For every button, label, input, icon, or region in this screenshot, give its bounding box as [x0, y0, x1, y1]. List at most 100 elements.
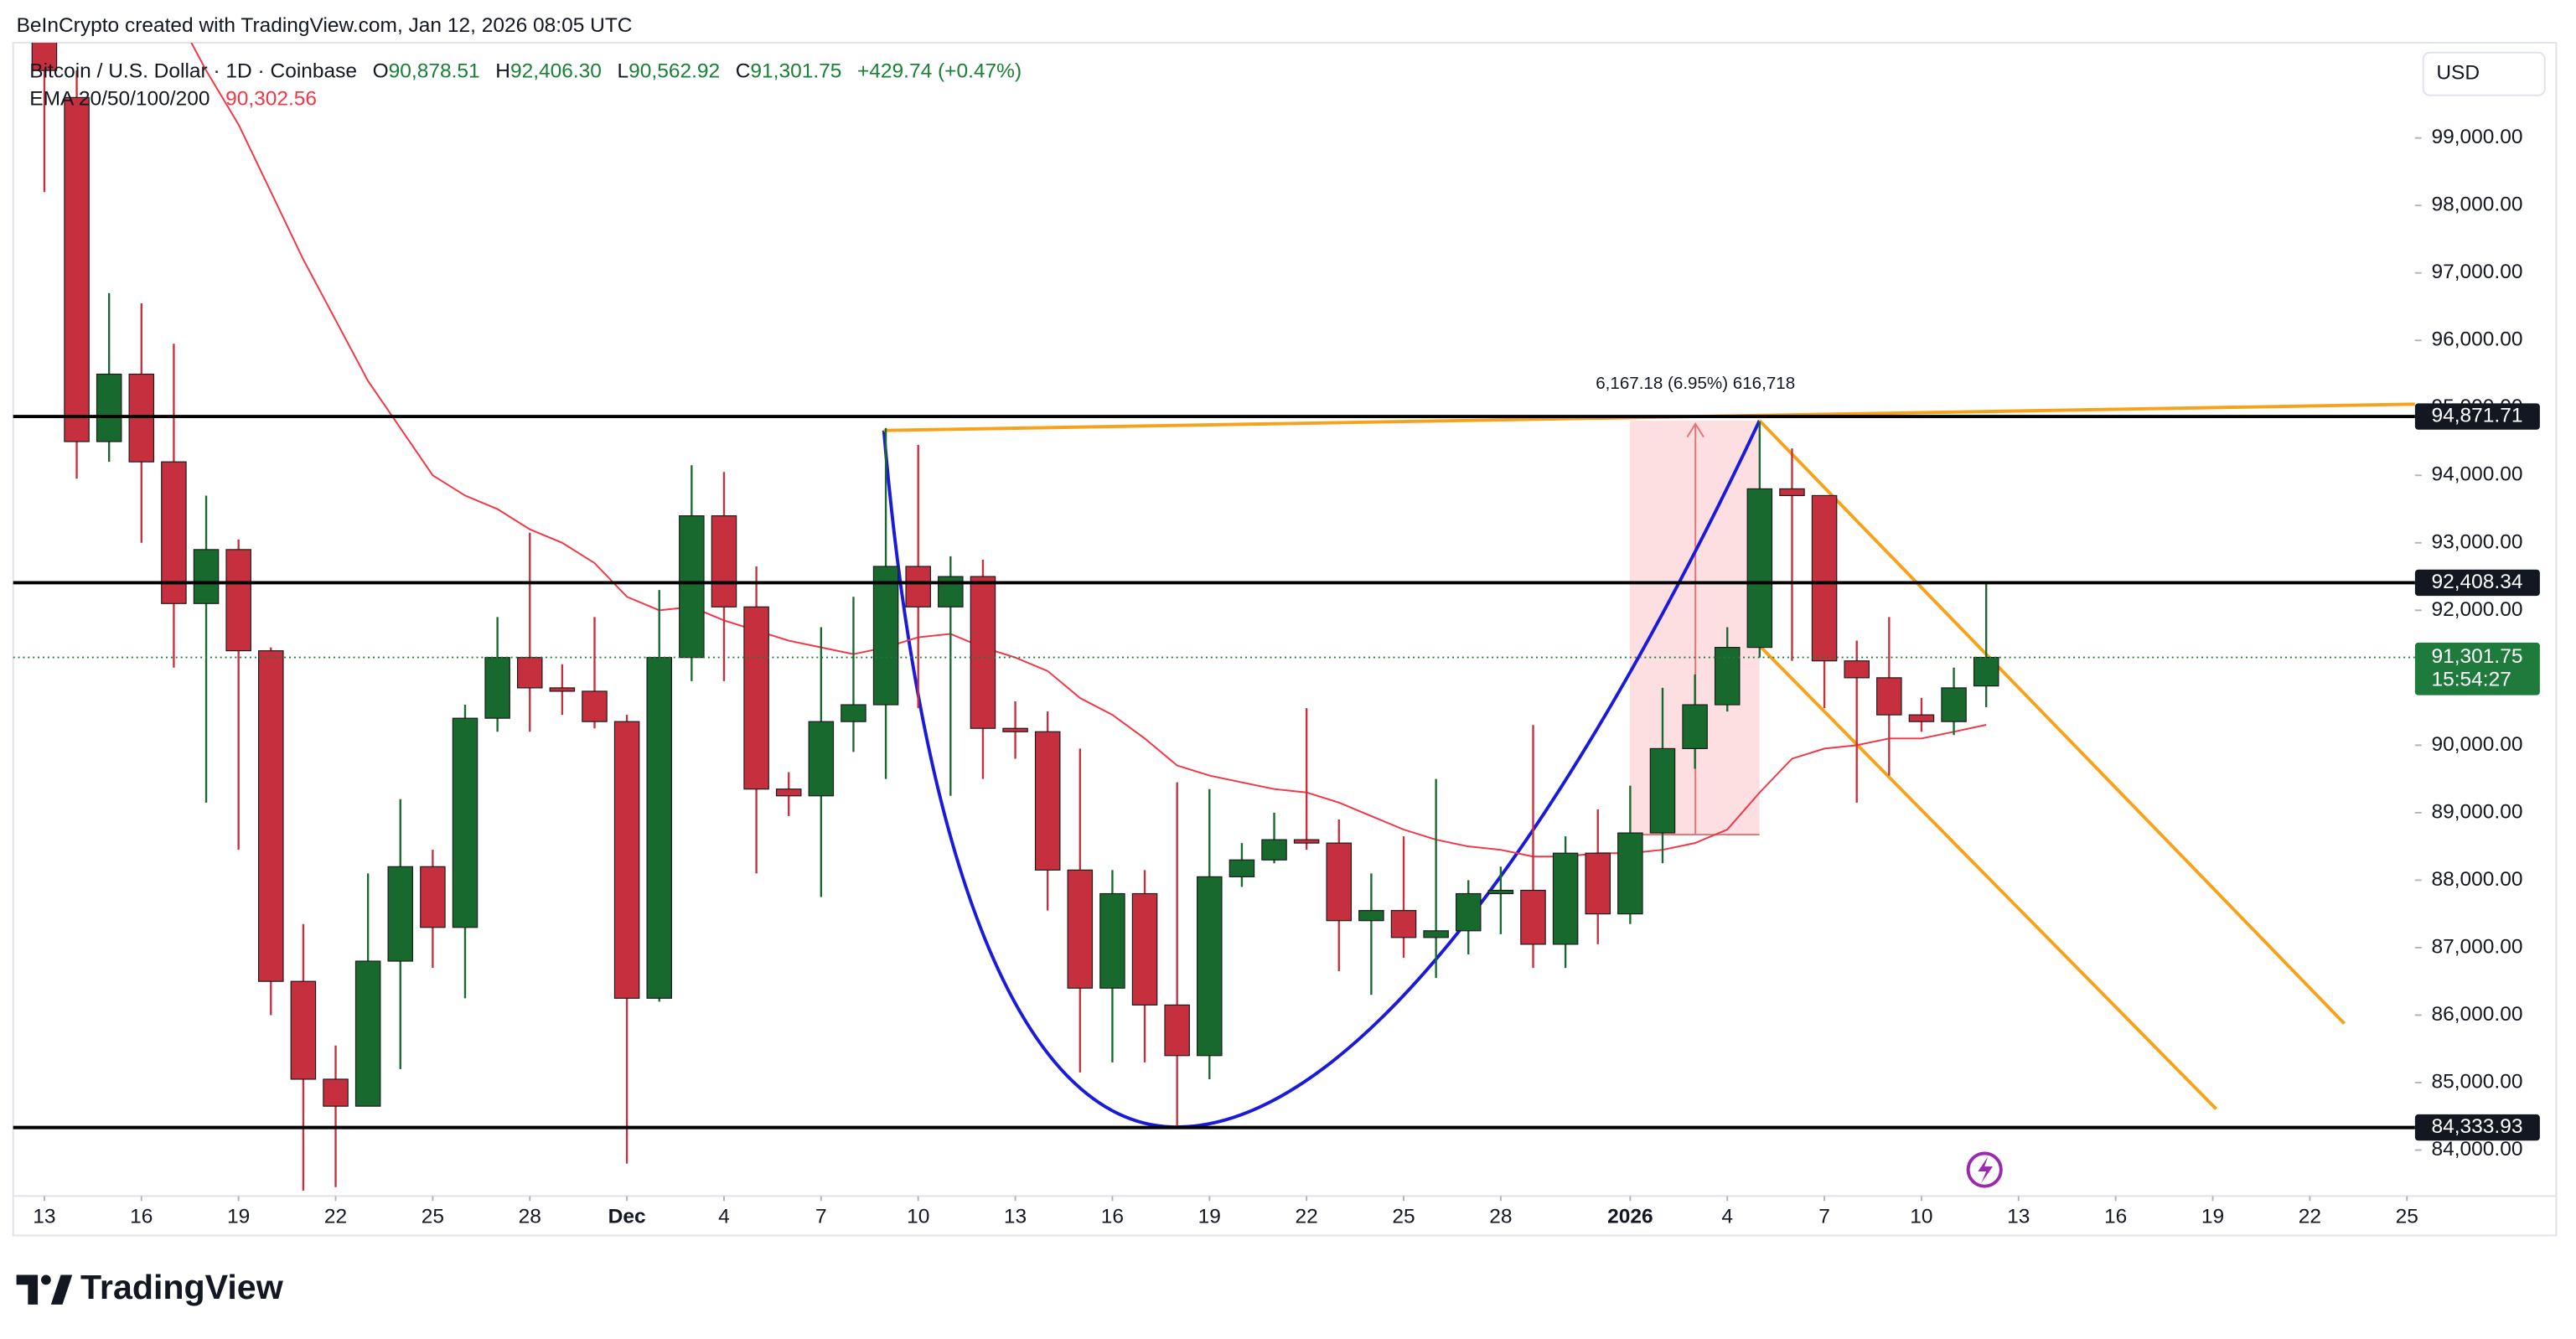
candle-body — [1164, 1004, 1190, 1057]
price-line-label: 94,871.71 — [2431, 405, 2522, 427]
candle-body — [323, 1078, 349, 1107]
candle-body — [679, 515, 705, 659]
legend-key: O — [373, 60, 389, 83]
x-tick-label: 13 — [1004, 1205, 1027, 1228]
lightning-icon — [1966, 1151, 2003, 1188]
y-tick-label: 98,000.00 — [2431, 194, 2522, 216]
candle-body — [1617, 832, 1643, 915]
x-tick-label: 2026 — [1607, 1205, 1653, 1228]
candle-body — [549, 687, 576, 692]
candle-body — [420, 866, 446, 928]
x-tick-label: 19 — [2201, 1205, 2224, 1228]
candle-body — [905, 566, 931, 607]
x-tick-label: 13 — [33, 1205, 55, 1228]
currency[interactable]: USD — [2436, 62, 2480, 85]
y-tick-label: 89,000.00 — [2431, 800, 2522, 823]
legend-key: H — [495, 60, 510, 83]
candle-body — [161, 461, 187, 604]
x-tick-label: 19 — [1198, 1205, 1221, 1228]
legend-value: 91,301.75 — [750, 60, 841, 83]
x-tick-label: 28 — [519, 1205, 541, 1228]
x-tick-label: 28 — [1489, 1205, 1512, 1228]
candle-body — [96, 373, 122, 442]
x-tick-label: 13 — [2007, 1205, 2030, 1228]
currency-button[interactable] — [2422, 51, 2546, 96]
candle-body — [1779, 488, 1805, 497]
candle-body — [1973, 656, 1999, 687]
measure-label: 6,167.18 (6.95%) 616,718 — [1596, 374, 1795, 393]
x-tick-label: 22 — [324, 1205, 347, 1228]
y-tick-label: 84,000.00 — [2431, 1138, 2522, 1161]
candle-body — [1487, 889, 1514, 895]
candle-body — [64, 96, 90, 442]
x-tick-label: 16 — [2104, 1205, 2127, 1228]
candle-body — [516, 657, 543, 689]
candle-body — [1682, 704, 1708, 749]
x-tick-label: 16 — [130, 1205, 153, 1228]
legend-symbol: Bitcoin / U.S. Dollar · 1D · Coinbase — [29, 60, 357, 83]
candle-body — [775, 788, 802, 797]
last-price-label: 91,301.75 — [2431, 645, 2522, 668]
candle-body — [711, 515, 737, 607]
y-tick-label: 93,000.00 — [2431, 530, 2522, 553]
candle-body — [387, 866, 414, 962]
candle-body — [1002, 727, 1028, 732]
x-tick-label: Dec — [608, 1205, 646, 1228]
y-tick-label: 97,000.00 — [2431, 261, 2522, 283]
candle-body — [1358, 910, 1384, 922]
x-tick-label: 10 — [907, 1205, 929, 1228]
candle-body — [646, 657, 672, 999]
header: BeInCrypto created with TradingView.com,… — [17, 14, 633, 37]
x-tick-label: 10 — [1910, 1205, 1932, 1228]
candle-body — [290, 980, 317, 1080]
x-tick-label: 16 — [1101, 1205, 1124, 1228]
candle-body — [484, 657, 510, 719]
candle-body — [225, 549, 251, 652]
candle-body — [1067, 869, 1094, 989]
price-line-label: 84,333.93 — [2431, 1115, 2522, 1138]
x-tick-label: 4 — [1721, 1205, 1733, 1228]
last-price-tag — [2414, 642, 2540, 695]
candle-body — [1585, 852, 1611, 915]
y-tick-label: 88,000.00 — [2431, 868, 2522, 891]
x-tick-label: 7 — [815, 1205, 827, 1228]
candle-body — [1844, 660, 1870, 679]
legend-ema-name: EMA 20/50/100/200 — [29, 88, 209, 111]
candle-body — [1714, 647, 1741, 706]
y-tick-label: 86,000.00 — [2431, 1003, 2522, 1026]
x-tick-label: 22 — [1296, 1205, 1318, 1228]
candle-body — [1455, 892, 1482, 932]
price-line-tag — [2414, 403, 2540, 430]
y-tick-label: 94,000.00 — [2431, 463, 2522, 486]
candle-body — [1034, 731, 1061, 871]
x-tick-label: 4 — [718, 1205, 730, 1228]
price-line-tag — [2414, 569, 2540, 597]
legend-value: 90,878.51 — [389, 60, 480, 83]
candle-body — [1099, 892, 1125, 989]
legend-ema-value: 90,302.56 — [225, 88, 317, 111]
candle-body — [258, 650, 284, 982]
candle-body — [1197, 876, 1223, 1057]
candle-body — [1390, 910, 1417, 938]
legend-symbol-line: Bitcoin / U.S. Dollar · 1D · Coinbase O9… — [29, 60, 1022, 83]
candle-body — [613, 721, 640, 999]
x-tick-label: 19 — [227, 1205, 250, 1228]
candle-body — [193, 549, 220, 604]
candle-body — [1293, 839, 1320, 844]
legend-value: 92,406.30 — [510, 60, 602, 83]
channel-lower — [1758, 644, 2218, 1110]
candle-body — [872, 566, 899, 706]
candle-body — [1811, 494, 1838, 662]
x-tick-label: 25 — [2396, 1205, 2418, 1228]
candle-body — [743, 606, 769, 790]
y-tick-label: 96,000.00 — [2431, 328, 2522, 351]
candle-body — [1131, 892, 1158, 1006]
plot — [13, 42, 2415, 1191]
y-tick-label: 99,000.00 — [2431, 126, 2522, 148]
legend-value: 90,562.92 — [628, 60, 720, 83]
candle-body — [841, 704, 866, 722]
x-tick-label: 25 — [422, 1205, 444, 1228]
branding: TradingView — [80, 1268, 284, 1306]
